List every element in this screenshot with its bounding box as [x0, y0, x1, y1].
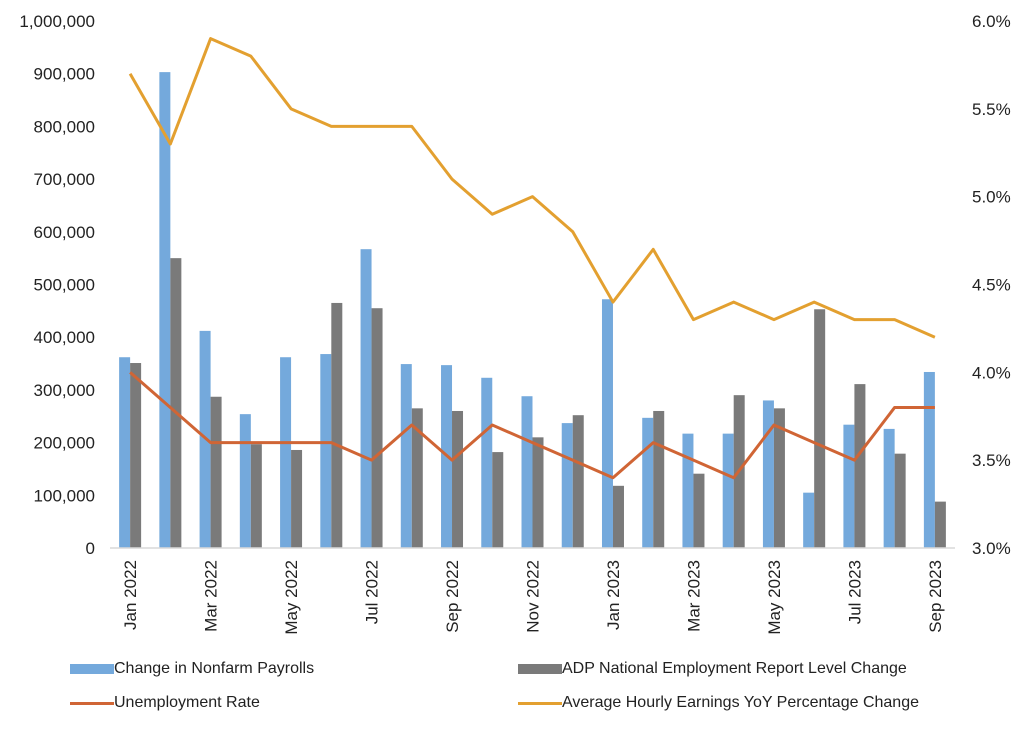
legend-item-hourly-earnings: Average Hourly Earnings YoY Percentage C…	[518, 694, 919, 712]
bar-nonfarm-payrolls	[360, 249, 372, 549]
bar-adp	[331, 302, 343, 548]
bar-nonfarm-payrolls	[682, 433, 694, 548]
line-hourly-earnings	[128, 37, 936, 339]
bar-nonfarm-payrolls	[561, 423, 573, 548]
bar-nonfarm-payrolls	[159, 72, 171, 548]
y-left-tick-label: 500,000	[34, 276, 95, 295]
legend-item-nonfarm-payrolls: Change in Nonfarm Payrolls	[70, 660, 314, 678]
legend-label-nonfarm-payrolls: Change in Nonfarm Payrolls	[114, 660, 315, 677]
bar-nonfarm-payrolls	[601, 299, 613, 548]
bar-nonfarm-payrolls	[762, 400, 774, 548]
y-right-tick-label: 4.5%	[972, 276, 1011, 295]
bar-adp	[371, 308, 383, 548]
bar-adp	[653, 410, 665, 548]
bar-adp	[814, 309, 826, 548]
bar-adp	[572, 415, 584, 548]
x-tick-label: Sep 2022	[443, 560, 462, 633]
bar-nonfarm-payrolls	[481, 377, 493, 548]
bar-nonfarm-payrolls	[400, 364, 412, 548]
bar-adp	[210, 396, 222, 548]
bar-nonfarm-payrolls	[843, 424, 855, 548]
bar-adp	[492, 452, 504, 548]
combo-chart: 0 100,000 200,000 300,000 400,000 500,000 600,…	[19, 12, 1011, 635]
y-left-tick-label: 600,000	[34, 223, 95, 242]
x-tick-label: May 2023	[765, 560, 784, 635]
bar-adp	[452, 410, 464, 548]
x-tick-label: May 2022	[282, 560, 301, 635]
bar-adp	[130, 363, 142, 548]
x-tick-label: Jan 2023	[604, 560, 623, 630]
bar-adp	[612, 485, 624, 548]
y-left-tick-label: 900,000	[34, 65, 95, 84]
y-right-tick-label: 6.0%	[972, 12, 1011, 31]
y-axis-right: 3.0% 3.5% 4.0% 4.5% 5.0% 5.5% 6.0%	[972, 12, 1011, 558]
bar-adp	[250, 444, 262, 548]
y-right-tick-label: 3.0%	[972, 539, 1011, 558]
y-right-tick-label: 4.0%	[972, 363, 1011, 382]
bar-adp	[170, 258, 182, 548]
bar-adp	[934, 501, 946, 548]
y-left-tick-label: 100,000	[34, 486, 95, 505]
x-tick-label: Mar 2022	[202, 560, 221, 632]
legend-swatch-unemployment-rate	[70, 701, 114, 705]
bar-nonfarm-payrolls	[642, 417, 654, 548]
y-left-tick-label: 200,000	[34, 434, 95, 453]
legend-item-adp: ADP National Employment Report Level Cha…	[518, 660, 907, 678]
y-right-tick-label: 5.5%	[972, 100, 1011, 119]
bar-nonfarm-payrolls	[119, 357, 131, 548]
bar-adp	[693, 473, 705, 548]
legend-swatch-adp	[518, 664, 562, 674]
bar-nonfarm-payrolls	[239, 414, 251, 548]
y-right-tick-label: 3.5%	[972, 451, 1011, 470]
x-tick-label: Jan 2022	[121, 560, 140, 630]
bar-adp	[411, 408, 423, 548]
legend-label-unemployment-rate: Unemployment Rate	[114, 694, 260, 711]
bar-nonfarm-payrolls	[803, 492, 815, 548]
x-tick-label: Jul 2023	[845, 560, 864, 624]
y-left-tick-label: 700,000	[34, 170, 95, 189]
line-series-group	[128, 37, 936, 480]
x-axis: Jan 2022 Mar 2022 May 2022 Jul 2022 Sep 2022…	[121, 560, 945, 635]
y-left-tick-label: 800,000	[34, 117, 95, 136]
bar-nonfarm-payrolls	[883, 428, 895, 548]
legend-swatch-nonfarm-payrolls	[70, 664, 114, 674]
x-tick-label: Sep 2023	[926, 560, 945, 633]
x-tick-label: Mar 2023	[684, 560, 703, 632]
y-left-tick-label: 0	[86, 539, 95, 558]
legend-swatch-hourly-earnings	[518, 701, 562, 705]
bar-adp	[291, 449, 303, 548]
bar-adp	[894, 453, 906, 548]
y-left-tick-label: 300,000	[34, 381, 95, 400]
bar-nonfarm-payrolls	[722, 433, 734, 548]
bar-nonfarm-payrolls	[923, 371, 935, 548]
bar-nonfarm-payrolls	[320, 354, 332, 548]
legend-item-unemployment-rate: Unemployment Rate	[70, 694, 260, 712]
x-tick-label: Jul 2022	[363, 560, 382, 624]
x-tick-label: Nov 2022	[524, 560, 543, 633]
legend-label-adp: ADP National Employment Report Level Cha…	[562, 660, 907, 677]
bar-nonfarm-payrolls	[521, 396, 533, 548]
y-left-tick-label: 1,000,000	[19, 12, 95, 31]
y-axis-left: 0 100,000 200,000 300,000 400,000 500,000 600,…	[19, 12, 95, 558]
legend-label-hourly-earnings: Average Hourly Earnings YoY Percentage C…	[562, 694, 919, 711]
y-right-tick-label: 5.0%	[972, 188, 1011, 207]
bar-adp	[773, 408, 785, 548]
bar-nonfarm-payrolls	[280, 357, 292, 548]
bar-adp	[532, 437, 544, 548]
bar-series-group	[119, 72, 946, 549]
y-left-tick-label: 400,000	[34, 328, 95, 347]
bar-adp	[854, 384, 866, 548]
